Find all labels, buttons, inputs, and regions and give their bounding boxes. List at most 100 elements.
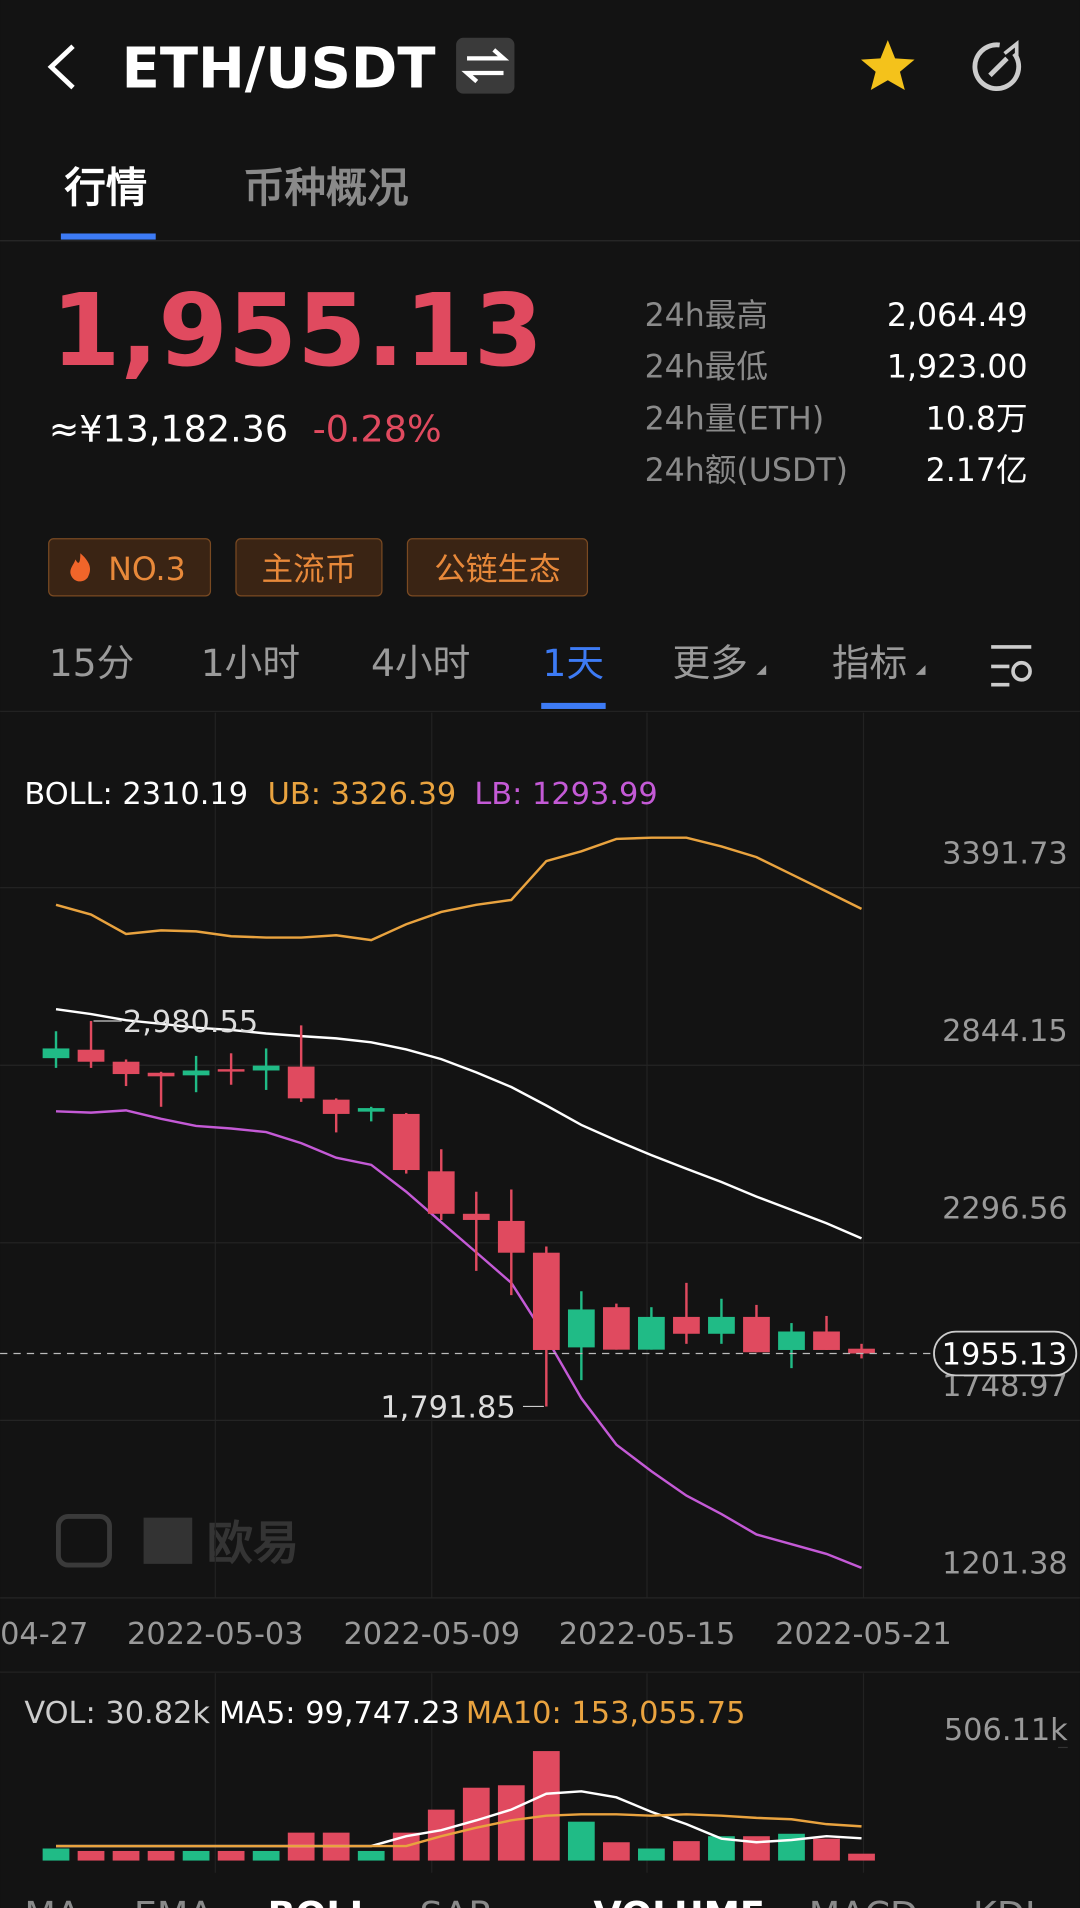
y-tick-label: 1201.38 xyxy=(942,1547,1068,1582)
y-tick-label: 2296.56 xyxy=(942,1191,1068,1226)
candle-body xyxy=(497,1220,525,1253)
candle-body xyxy=(357,1108,385,1112)
indicator-tab[interactable]: MACD xyxy=(809,1893,918,1908)
x-tick-label: 2022-05-15 xyxy=(559,1617,736,1652)
candle-body xyxy=(322,1099,350,1114)
candle-body xyxy=(77,1049,105,1062)
stat-value: 1,923.00 xyxy=(887,350,1028,386)
candle-body xyxy=(638,1316,665,1350)
interval-indicator xyxy=(541,702,606,709)
volume-bar xyxy=(147,1850,175,1861)
favorite-star[interactable] xyxy=(861,40,915,90)
indicator-legend: LB: 1293.99 xyxy=(474,777,657,812)
volume-bar xyxy=(567,1821,595,1861)
stat-label: 24h最高 xyxy=(645,298,768,334)
indicator-legend: UB: 3326.39 xyxy=(268,777,457,812)
candle-body xyxy=(462,1213,490,1220)
candle-body xyxy=(743,1316,770,1353)
interval-tab[interactable]: 15分 xyxy=(49,641,135,685)
candle-body xyxy=(427,1171,455,1214)
indicator-tab[interactable]: SAR xyxy=(420,1893,494,1908)
x-tick-label: 2022-05-09 xyxy=(343,1617,520,1652)
interval-tab[interactable]: 1天 xyxy=(542,641,604,685)
tab-active[interactable]: 行情 xyxy=(65,164,148,212)
volume-ma-legend: MA10: 153,055.75 xyxy=(466,1696,746,1731)
tag-label: NO.3 xyxy=(108,552,185,588)
tag-box[interactable] xyxy=(48,538,212,597)
interval-tab[interactable]: 更多 xyxy=(673,641,748,685)
candle-body xyxy=(567,1309,595,1348)
boll-line xyxy=(55,1109,862,1570)
volume-ma-legend: MA5: 99,747.23 xyxy=(219,1696,460,1731)
stat-value: 2,064.49 xyxy=(887,298,1028,334)
volume-bar xyxy=(252,1850,280,1861)
volume-bar xyxy=(182,1850,210,1861)
tab[interactable]: 币种概况 xyxy=(243,164,408,212)
tab-indicator xyxy=(60,233,156,240)
volume-legend: VOL: 30.82k xyxy=(24,1696,210,1731)
indicator-tab[interactable]: VOLUME xyxy=(594,1893,765,1908)
tag-label: 主流币 xyxy=(262,552,357,588)
volume-bar xyxy=(848,1853,875,1861)
indicator-tab[interactable]: BOLL xyxy=(268,1893,373,1908)
volume-ma-line xyxy=(56,1813,862,1848)
indicator-legend: BOLL: 2310.19 xyxy=(24,777,248,812)
interval-tab[interactable]: 1小时 xyxy=(201,641,300,685)
candle-body xyxy=(42,1048,70,1059)
stat-value: 2.17亿 xyxy=(926,453,1028,489)
candle-body xyxy=(813,1331,840,1350)
fire-icon xyxy=(70,553,91,582)
watermark: 欧易 xyxy=(207,1516,299,1570)
indicator-tab[interactable]: MA xyxy=(24,1893,80,1908)
dropdown-caret xyxy=(756,665,767,675)
last-price: 1,955.13 xyxy=(51,272,543,389)
last-price-box xyxy=(933,1330,1078,1377)
back-button[interactable] xyxy=(47,44,75,90)
volume-bar xyxy=(743,1836,770,1861)
indicator-tab[interactable]: EMA xyxy=(134,1893,214,1908)
volume-bar xyxy=(673,1841,700,1861)
high-label: 2,980.55 xyxy=(123,1005,258,1040)
candle-body xyxy=(217,1069,245,1072)
candle-body xyxy=(182,1070,210,1076)
x-tick-label: 2022-05-03 xyxy=(127,1617,304,1652)
indicator-tab[interactable]: KDJ xyxy=(973,1893,1036,1908)
y-tick-label: 506.11k xyxy=(944,1713,1068,1748)
volume-bar xyxy=(813,1838,840,1861)
candle-body xyxy=(252,1065,280,1071)
volume-bar xyxy=(357,1850,385,1861)
change-percent: -0.28% xyxy=(313,407,442,450)
stat-label: 24h量(ETH) xyxy=(645,401,825,437)
tag-label: 公链生态 xyxy=(434,552,560,588)
chart-settings[interactable] xyxy=(991,645,1032,687)
candle-body xyxy=(602,1307,630,1350)
swap-button[interactable] xyxy=(456,37,515,94)
dropdown-caret xyxy=(915,665,926,675)
candle-body xyxy=(708,1316,735,1334)
volume-bar xyxy=(112,1850,140,1861)
refresh-button[interactable] xyxy=(972,39,1022,91)
candle-body xyxy=(287,1066,315,1099)
volume-bar xyxy=(77,1850,105,1861)
watermark-logo xyxy=(56,1513,193,1568)
stat-label: 24h最低 xyxy=(645,350,768,386)
boll-line xyxy=(55,836,863,942)
x-tick-label: 04-27 xyxy=(0,1617,88,1652)
volume-bar xyxy=(42,1848,70,1861)
candle-body xyxy=(112,1061,140,1075)
interval-tab[interactable]: 指标 xyxy=(832,641,907,685)
interval-tab[interactable]: 4小时 xyxy=(371,641,470,685)
x-tick-label: 2022-05-21 xyxy=(775,1617,952,1652)
volume-bar xyxy=(638,1848,665,1861)
last-price-label: 1955.13 xyxy=(942,1337,1068,1372)
volume-bar xyxy=(217,1850,245,1861)
candle-body xyxy=(848,1348,875,1354)
low-label: 1,791.85 xyxy=(380,1390,515,1425)
tag-box[interactable] xyxy=(406,538,589,597)
volume-bar xyxy=(462,1787,490,1861)
candle-body xyxy=(532,1252,560,1350)
tag-box[interactable] xyxy=(235,538,383,597)
